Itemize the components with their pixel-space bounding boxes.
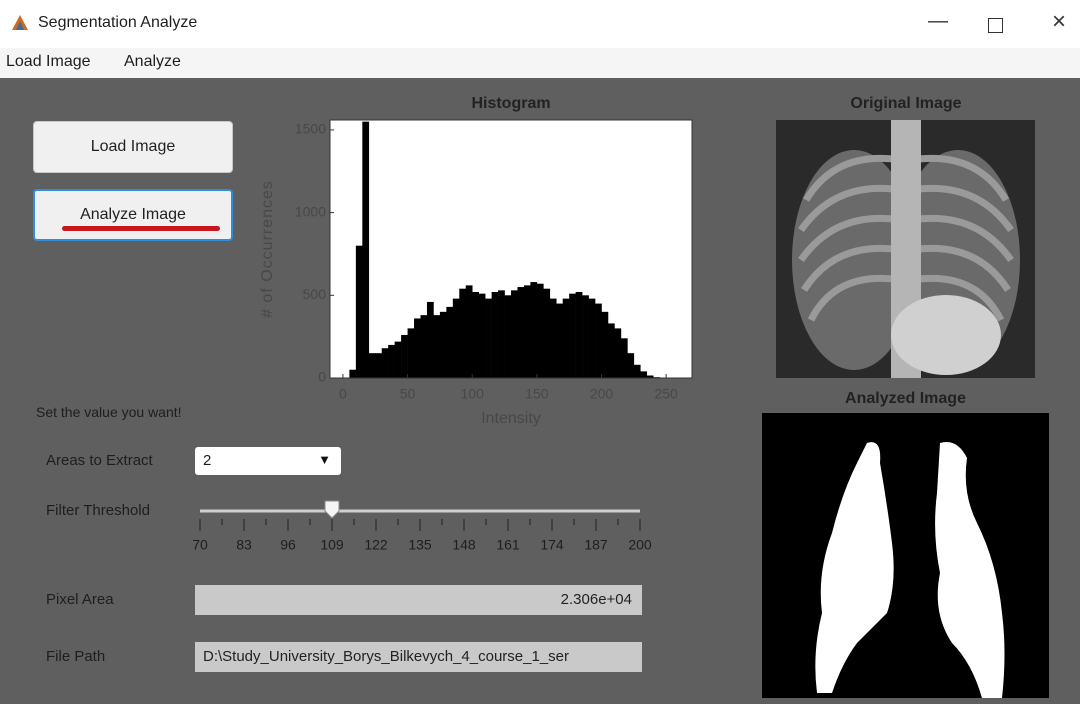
minimize[interactable]: — [928,10,948,33]
bar [440,312,447,378]
slider-tick-label: 70 [192,537,208,553]
dropdown-arrow: ▼ [318,452,331,467]
file-path-field: D:\Study_University_Borys_Bilkevych_4_co… [195,642,642,672]
bar [421,315,428,378]
bar [621,338,628,378]
analyzed-title: Analyzed Image [762,390,1049,408]
bar [556,304,563,378]
bar [472,292,479,378]
original-image [776,120,1035,378]
y-tick-label: 500 [303,286,327,302]
bar [505,295,512,378]
bar [349,370,356,378]
bar [563,299,570,378]
bar [414,318,421,378]
bar [634,365,641,378]
bar [395,342,402,378]
bar [582,295,589,378]
slider-tick-label: 200 [628,537,652,553]
slider-tick-label: 109 [320,537,344,553]
bar [362,122,369,378]
bar [479,294,486,378]
pixel-area-label: Pixel Area [46,591,114,608]
bar [485,299,492,378]
bar [369,353,376,378]
x-tick-label: 0 [339,386,347,402]
app-window: Segmentation Analyze — × Load Image Anal… [0,0,1080,704]
areas-dropdown[interactable]: 2 ▼ [195,447,341,475]
slider-tick-label: 148 [452,537,476,553]
threshold-slider[interactable]: 70 83 96 109 122 135 148 161 174 187 200 [180,495,660,560]
bar [388,345,395,378]
bar [608,323,615,378]
maximize[interactable] [988,18,1003,33]
pixel-area-field: 2.306e+04 [195,585,642,615]
bar [530,282,537,378]
slider-tick-label: 174 [540,537,564,553]
x-tick-label: 100 [461,386,485,402]
y-tick-label: 0 [318,369,326,385]
bar [459,289,466,378]
bar [543,289,550,378]
prompt: Set the value you want! [36,404,182,420]
histogram: Histogram Intensity # of Occurrences 0 50… [0,0,720,440]
bar [595,304,602,378]
dropdown-value: 2 [203,452,211,469]
bar [453,299,460,378]
y-axis-label: # of Occurrences [259,180,276,318]
y-tick-label: 1500 [295,121,326,137]
original-title: Original Image [776,95,1036,113]
bar [401,335,408,378]
bar [356,246,363,378]
bar [382,348,389,378]
bar [511,290,518,378]
x-tick-label: 150 [525,386,549,402]
file-path-label: File Path [46,648,105,665]
bar [614,328,621,378]
slider-tick-label: 83 [236,537,252,553]
x-tick-label: 50 [400,386,416,402]
chart-title: Histogram [471,95,550,112]
bar [576,292,583,378]
bar [550,299,557,378]
bar [408,328,415,378]
x-tick-label: 250 [654,386,678,402]
bar [524,285,531,378]
bar [640,371,647,378]
slider-tick-label: 122 [364,537,388,553]
bar [375,353,382,378]
slider-thumb [325,501,339,518]
bar [498,290,505,378]
bar [517,287,524,378]
bar [492,292,499,378]
bar [602,312,609,378]
bar [466,285,473,378]
bar [569,294,576,378]
bar [627,353,634,378]
y-tick-label: 1000 [295,203,326,219]
x-tick-label: 200 [590,386,614,402]
analyzed-image [762,413,1049,698]
x-axis-label: Intensity [481,410,541,427]
bar [537,284,544,378]
bar [427,302,434,378]
bar [589,299,596,378]
threshold-label: Filter Threshold [46,502,150,519]
slider-tick-label: 187 [584,537,608,553]
slider-tick-label: 96 [280,537,296,553]
bar [433,315,440,378]
bar [446,307,453,378]
slider-tick-label: 135 [408,537,432,553]
slider-tick-label: 161 [496,537,520,553]
areas-label: Areas to Extract [46,452,153,469]
close[interactable]: × [1052,8,1066,36]
